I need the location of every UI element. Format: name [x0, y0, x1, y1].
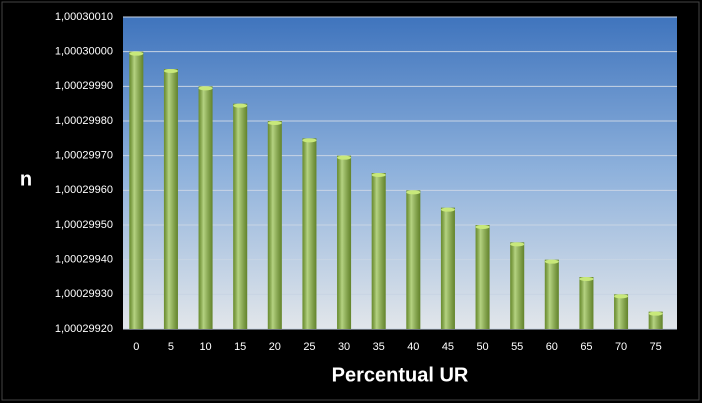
x-tick-label: 0 — [133, 341, 139, 353]
bar-top — [302, 138, 317, 143]
x-tick-label: 5 — [168, 341, 174, 353]
bar-top — [129, 51, 144, 56]
y-tick-label: 1,00029990 — [55, 80, 113, 92]
x-tick-label: 55 — [511, 341, 523, 353]
bar-shading — [510, 242, 525, 329]
bar-top — [510, 242, 525, 247]
bar-top — [337, 155, 352, 160]
bar-top — [267, 121, 282, 125]
bar-shading — [163, 69, 178, 329]
bar-shading — [406, 190, 421, 329]
x-axis-title: Percentual UR — [332, 364, 469, 386]
bar-shading — [267, 121, 282, 329]
bar-shading — [648, 311, 663, 329]
bar-top — [440, 207, 455, 212]
y-tick-label: 1,00030000 — [55, 46, 113, 58]
x-tick-label: 40 — [407, 341, 419, 353]
y-tick-label: 1,00029960 — [55, 184, 113, 196]
bar-top — [579, 277, 594, 281]
x-tick-label: 15 — [234, 341, 246, 353]
x-tick-label: 50 — [476, 341, 488, 353]
y-tick-label: 1,00029920 — [55, 323, 113, 335]
bar-shading — [302, 138, 317, 329]
bar-shading — [544, 259, 559, 329]
x-tick-label: 30 — [338, 341, 350, 353]
bar-top — [163, 69, 178, 73]
bar-shading — [233, 103, 248, 330]
x-tick-label: 70 — [615, 341, 627, 353]
x-tick-label: 60 — [546, 341, 558, 353]
x-tick-label: 25 — [303, 341, 315, 353]
bar-top — [544, 259, 559, 264]
x-tick-label: 35 — [373, 341, 385, 353]
x-tick-label: 10 — [199, 341, 211, 353]
bar-top — [648, 311, 663, 316]
bar-shading — [129, 51, 144, 330]
bar-shading — [198, 86, 213, 329]
bar-shading — [371, 173, 386, 329]
bar-top — [406, 190, 421, 195]
bar-top — [475, 225, 490, 229]
y-tick-label: 1,00030010 — [55, 11, 113, 23]
x-tick-label: 65 — [580, 341, 592, 353]
bar-shading — [614, 294, 629, 329]
y-tick-label: 1,00029930 — [55, 288, 113, 300]
bar-shading — [337, 155, 352, 329]
y-tick-label: 1,00029980 — [55, 115, 113, 127]
bar-top — [614, 294, 629, 299]
y-tick-label: 1,00029950 — [55, 219, 113, 231]
y-tick-label: 1,00029970 — [55, 150, 113, 162]
bar-shading — [475, 225, 490, 329]
bar-top — [233, 103, 248, 108]
bar-top — [198, 86, 213, 91]
x-tick-label: 20 — [269, 341, 281, 353]
x-tick-label: 45 — [442, 341, 454, 353]
bar-shading — [579, 277, 594, 329]
bar-shading — [440, 207, 455, 329]
x-tick-label: 75 — [650, 341, 662, 353]
bar-top — [371, 173, 386, 177]
y-tick-label: 1,00029940 — [55, 254, 113, 266]
y-axis-title: n — [20, 168, 32, 190]
